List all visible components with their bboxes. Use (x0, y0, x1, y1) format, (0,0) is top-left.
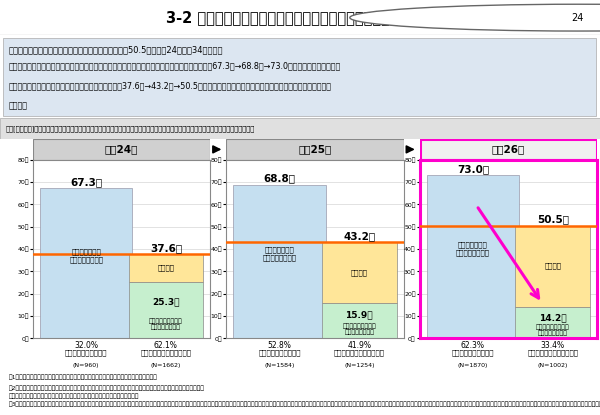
Text: 注2：スマートフォンとフィーチャーフォンそれぞれのインターネット平均利用時間はいずれも各機器の利用者ベース。: 注2：スマートフォンとフィーチャーフォンそれぞれのインターネット平均利用時間はい… (9, 385, 205, 391)
Text: が影響: が影響 (9, 102, 28, 111)
Text: モバイル: モバイル (351, 269, 368, 276)
Text: フィーチャーフォン利用者: フィーチャーフォン利用者 (334, 349, 385, 356)
Text: モバイル機器全体でのインターネット平均利用時間は全調査対象者の平均。: モバイル機器全体でのインターネット平均利用時間は全調査対象者の平均。 (9, 393, 139, 399)
Text: 73.0分: 73.0分 (457, 164, 489, 174)
Text: スマートフォン
（利用者ベース）: スマートフォン （利用者ベース） (456, 241, 490, 256)
Text: 37.6分: 37.6分 (150, 243, 182, 253)
Text: ・スマートフォン（スマホ）利用者に限ったスマホからのインターネット平均利用時間の増加（67.3分→68.8分→73.0分）よりも、モバイル機: ・スマートフォン（スマホ）利用者に限ったスマホからのインターネット平均利用時間の… (9, 62, 341, 71)
Text: (N=1662): (N=1662) (151, 363, 181, 368)
Bar (233, 185, 326, 338)
Bar (515, 307, 590, 338)
Text: 24: 24 (572, 12, 584, 23)
Text: フィーチャーフォン利用者: フィーチャーフォン利用者 (140, 349, 191, 356)
Text: 32.0%: 32.0% (74, 341, 98, 350)
Circle shape (350, 4, 600, 31)
FancyBboxPatch shape (33, 139, 210, 160)
Bar (427, 176, 519, 338)
Text: 器全体からのインターネット平均利用時間の増加（37.6分→43.2分→50.5分）が大きい。フィーチャーフォンからスマホへの移行の進展: 器全体からのインターネット平均利用時間の増加（37.6分→43.2分→50.5分… (9, 82, 332, 91)
Text: フィーチャーフォン
（利用者ベース）: フィーチャーフォン （利用者ベース） (343, 323, 376, 335)
Text: 注3：アンケート調査にて、「スマートフォンを利用している」と回答した者を「スマートフォン利用者」、「フィーチャーフォンを利用している」と回答した者のうちスマート: 注3：アンケート調査にて、「スマートフォンを利用している」と回答した者を「スマー… (9, 402, 600, 407)
Text: モバイル: モバイル (544, 263, 561, 269)
Bar (322, 242, 397, 303)
Text: 平成24年: 平成24年 (105, 144, 138, 154)
Text: (N=1870): (N=1870) (458, 363, 488, 368)
Text: 62.3%: 62.3% (461, 341, 485, 350)
Text: 平成26年: 平成26年 (492, 144, 525, 154)
FancyBboxPatch shape (0, 118, 600, 139)
FancyBboxPatch shape (3, 38, 596, 116)
Text: スマートフォン利用者: スマートフォン利用者 (65, 349, 107, 356)
Text: 50.5分: 50.5分 (536, 215, 569, 225)
Text: 14.2分: 14.2分 (539, 313, 566, 322)
Text: 平成25年: 平成25年 (298, 144, 332, 154)
Bar (40, 188, 132, 338)
Text: (N=1002): (N=1002) (538, 363, 568, 368)
Text: 43.2分: 43.2分 (343, 231, 376, 241)
Text: 68.8分: 68.8分 (263, 173, 296, 184)
Text: 3-2 モバイル機器によるインターネット利用時間の増加: 3-2 モバイル機器によるインターネット利用時間の増加 (166, 10, 398, 25)
Text: スマートフォン利用者: スマートフォン利用者 (259, 349, 301, 356)
Text: スマートフォン
（利用者ベース）: スマートフォン （利用者ベース） (69, 248, 103, 263)
FancyBboxPatch shape (420, 139, 597, 160)
Text: ・モバイル機器からのインターネット平均利用時間は50.5分。平成24年比で34％増加。: ・モバイル機器からのインターネット平均利用時間は50.5分。平成24年比で34％… (9, 45, 223, 54)
Bar (515, 226, 590, 307)
Text: 41.9%: 41.9% (347, 341, 371, 350)
Text: 注1：縦軸に機器種別ごとのインターネットの平均利用時間、横軸に利用率をとっている。: 注1：縦軸に機器種別ごとのインターネットの平均利用時間、横軸に利用率をとっている… (9, 374, 158, 380)
FancyBboxPatch shape (226, 139, 404, 160)
Bar (322, 303, 397, 338)
Text: (N=1254): (N=1254) (344, 363, 374, 368)
Text: 33.4%: 33.4% (541, 341, 565, 350)
Bar (128, 282, 203, 338)
Text: モバイル: モバイル (157, 265, 175, 271)
Text: フィーチャーフォン
（利用者ベース）: フィーチャーフォン （利用者ベース） (149, 318, 183, 330)
Text: 25.3分: 25.3分 (152, 297, 179, 306)
Text: 67.3分: 67.3分 (70, 177, 102, 187)
Text: 経年[平日１日]スマートフォンとフィーチャーフォンのネット平均利用時間（利用者ベース）及びモバイルネット平均利用時間（全年代）: 経年[平日１日]スマートフォンとフィーチャーフォンのネット平均利用時間（利用者ベ… (6, 125, 255, 132)
Text: 52.8%: 52.8% (268, 341, 292, 350)
Bar (128, 254, 203, 282)
Text: スマートフォン
（利用者ベース）: スマートフォン （利用者ベース） (263, 247, 296, 261)
Text: フィーチャーフォン
（利用者ベース）: フィーチャーフォン （利用者ベース） (536, 324, 569, 337)
Text: フィーチャーフォン利用者: フィーチャーフォン利用者 (527, 349, 578, 356)
Text: (N=960): (N=960) (73, 363, 100, 368)
Text: 15.9分: 15.9分 (346, 311, 373, 320)
Text: (N=1584): (N=1584) (265, 363, 295, 368)
Text: 62.1%: 62.1% (154, 341, 178, 350)
Text: スマートフォン利用者: スマートフォン利用者 (452, 349, 494, 356)
